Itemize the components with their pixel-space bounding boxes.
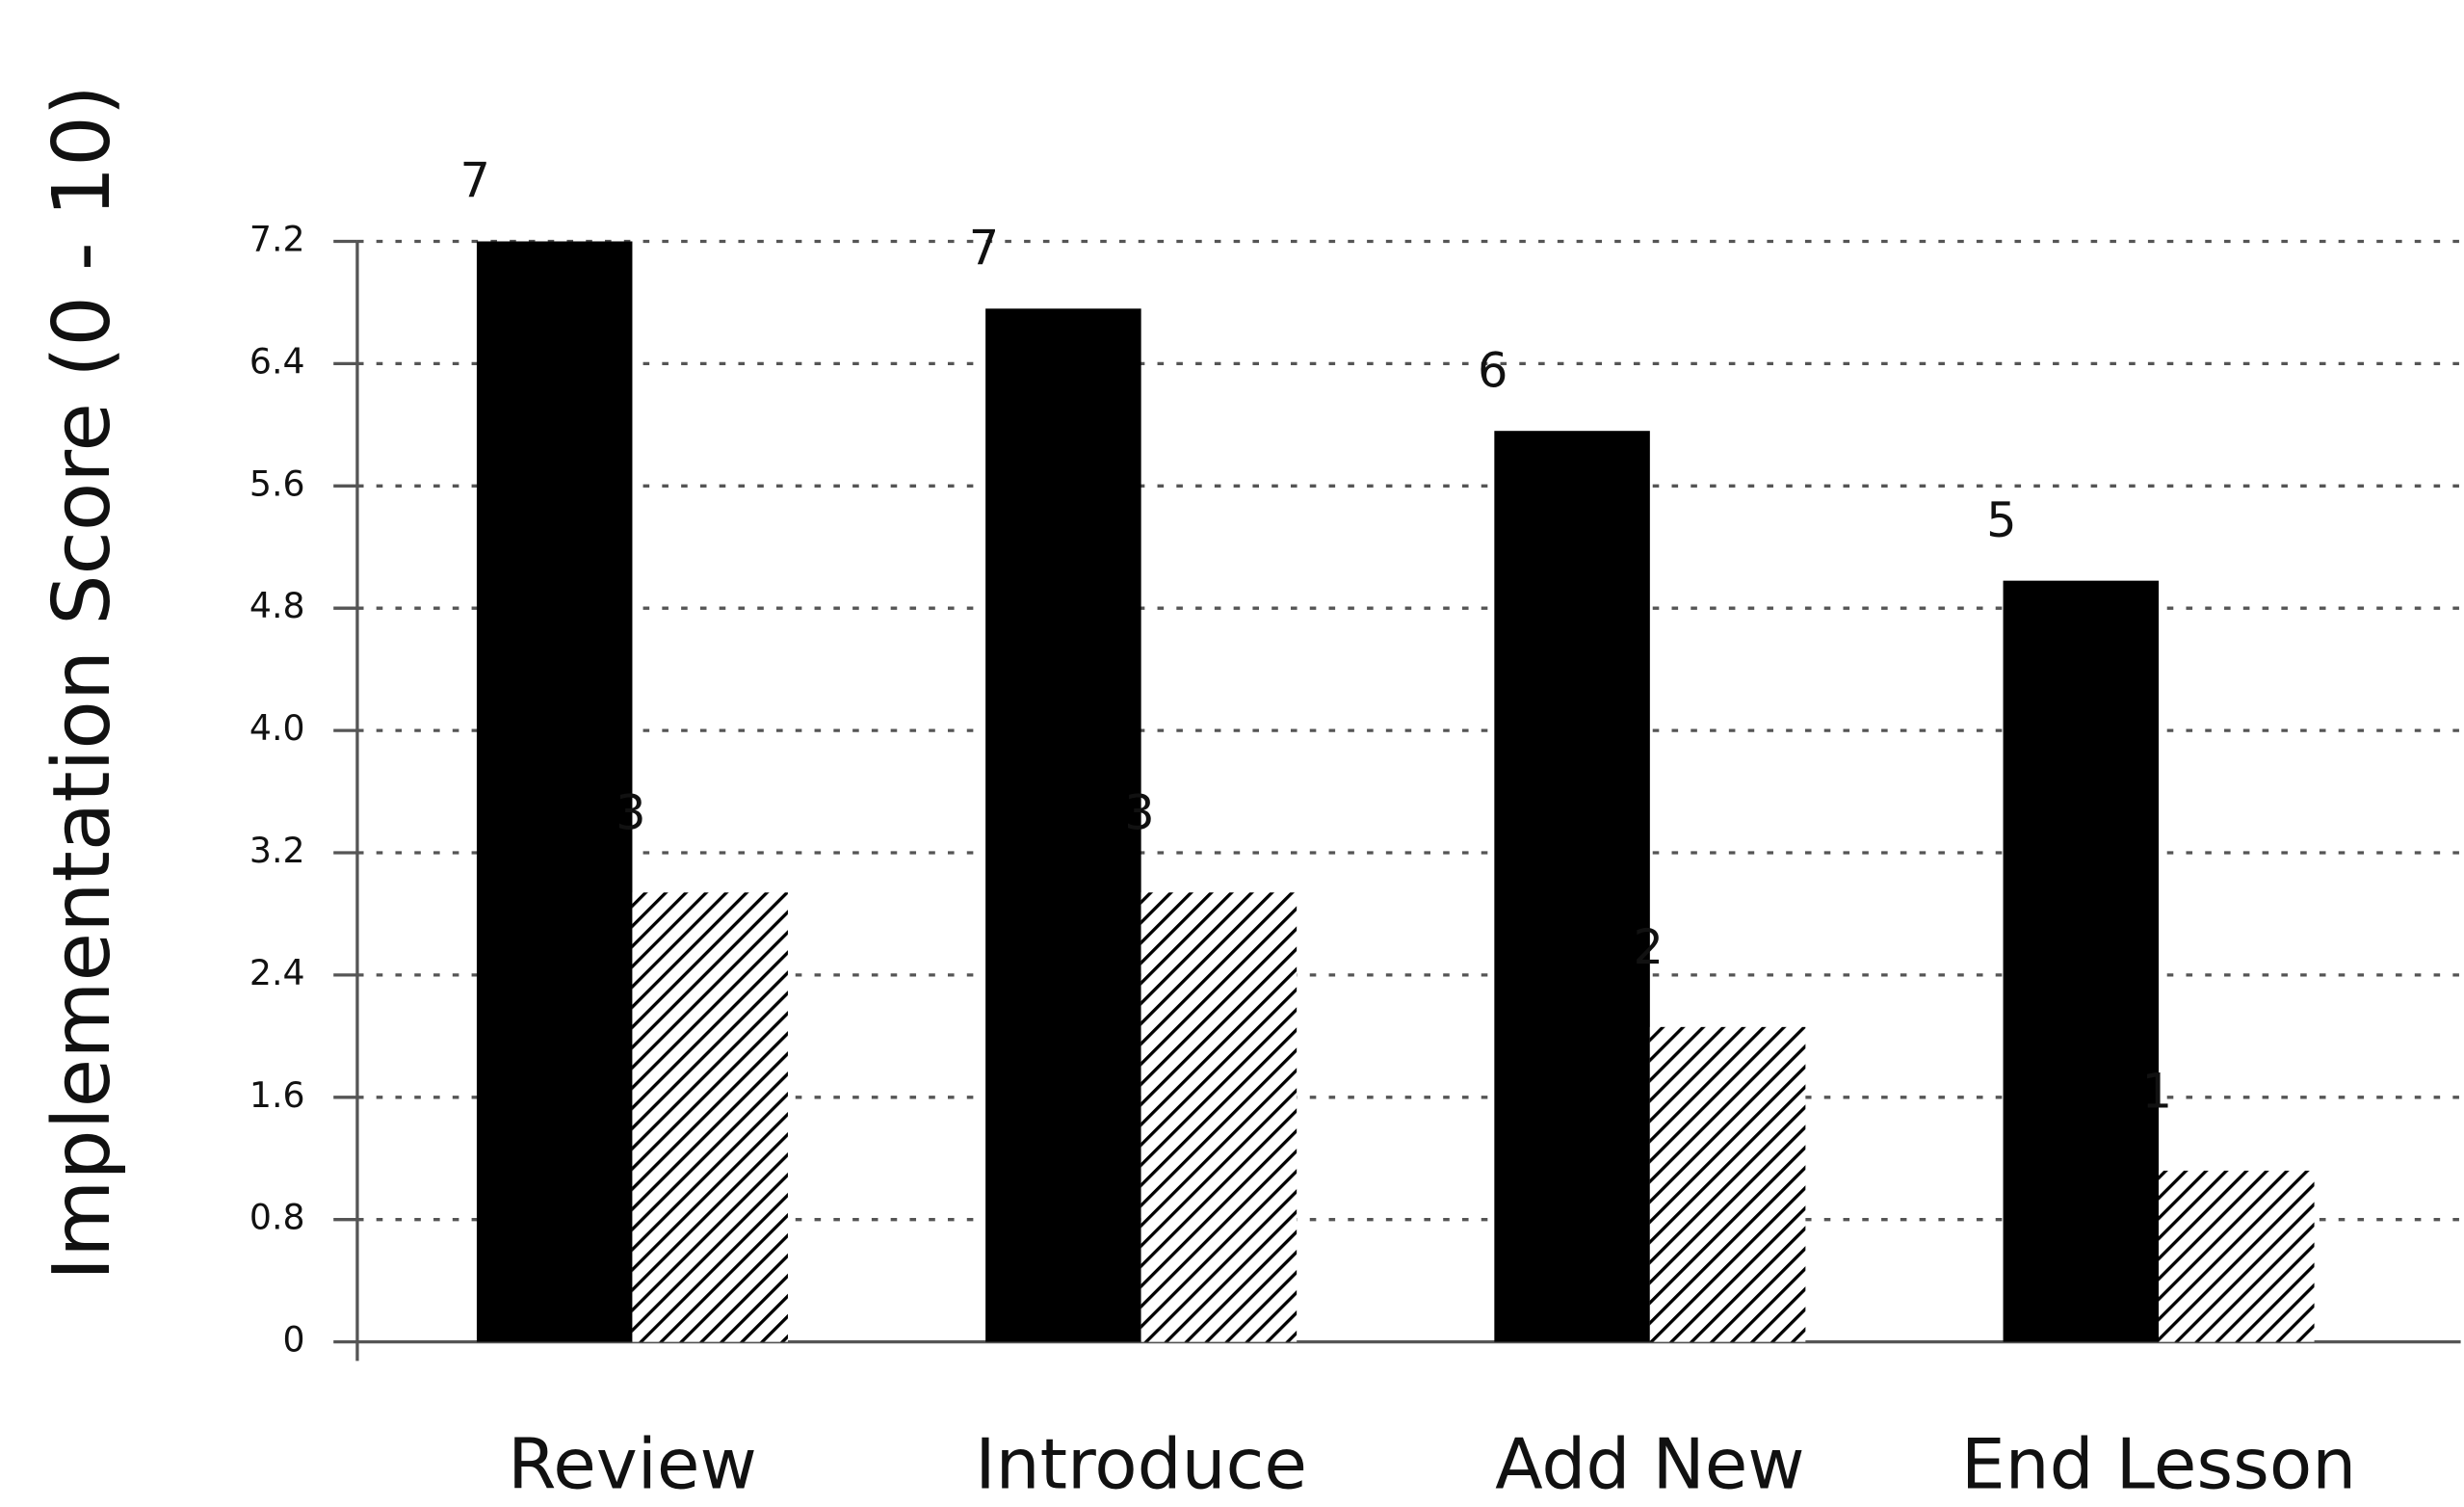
y-tick-label: 7.2 <box>249 219 305 260</box>
bar <box>985 308 1141 1342</box>
y-tick-label: 4.8 <box>249 585 305 626</box>
bar <box>1494 431 1650 1342</box>
y-tick-label: 6.4 <box>249 340 305 382</box>
value-label: 3 <box>1124 785 1154 841</box>
x-tick-label: End Lesson <box>1961 1424 2356 1505</box>
value-label: 7 <box>460 153 490 209</box>
value-label: 1 <box>2142 1063 2172 1119</box>
value-label: 7 <box>969 220 999 276</box>
y-tick-label: 0 <box>282 1319 304 1361</box>
bar <box>2003 580 2160 1342</box>
value-label: 2 <box>1633 919 1663 975</box>
bar <box>1649 1026 1806 1342</box>
y-tick-label: 5.6 <box>249 463 305 504</box>
bar <box>1140 892 1298 1342</box>
value-label: 3 <box>616 785 645 841</box>
bar <box>632 892 788 1342</box>
value-label: 5 <box>1986 492 2016 548</box>
y-tick-label: 4.0 <box>249 707 305 749</box>
x-tick-label: Introduce <box>975 1424 1307 1505</box>
y-tick-label: 0.8 <box>249 1197 305 1238</box>
y-axis-label: Implementation Score (0 - 10) <box>37 85 128 1281</box>
y-tick-label: 3.2 <box>249 830 305 871</box>
x-tick-label: Review <box>508 1424 757 1505</box>
bar <box>476 241 633 1342</box>
value-label: 6 <box>1478 342 1507 398</box>
bar <box>2159 1170 2315 1342</box>
x-tick-label: Add New <box>1495 1424 1805 1505</box>
y-tick-label: 2.4 <box>249 952 305 993</box>
y-tick-label: 1.6 <box>249 1074 305 1116</box>
